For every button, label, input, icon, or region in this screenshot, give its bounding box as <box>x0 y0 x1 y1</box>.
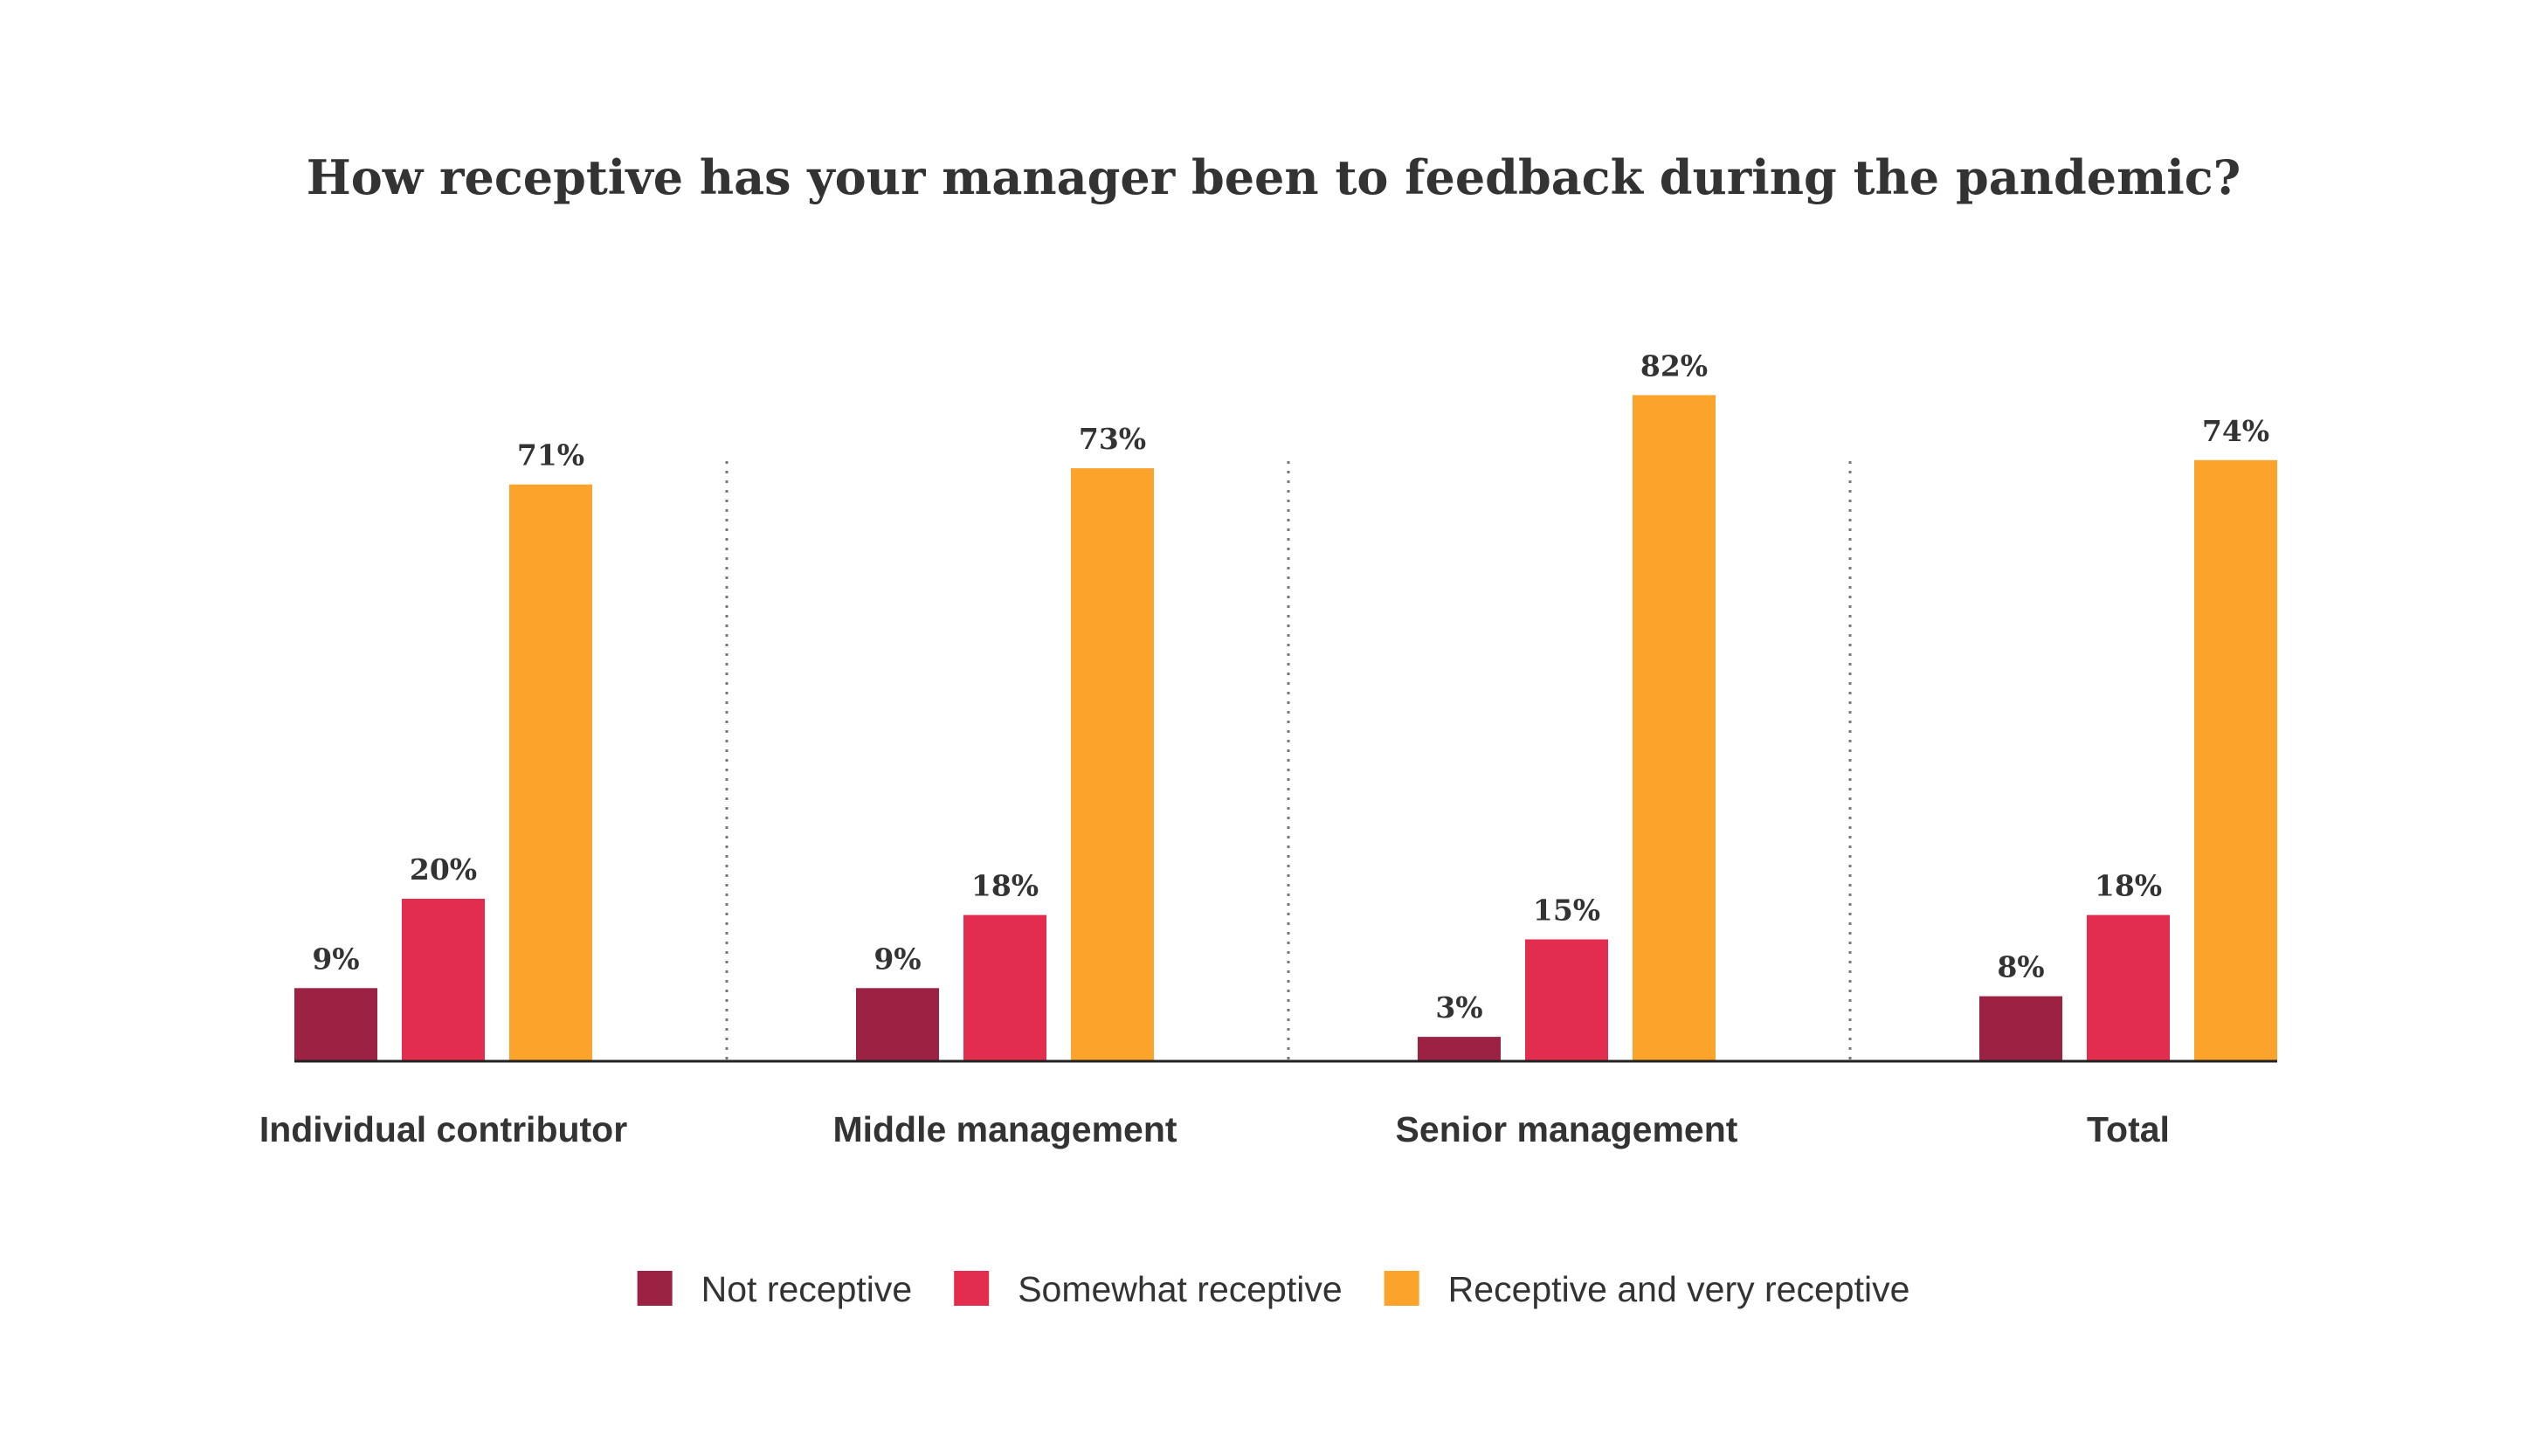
legend-item-receptive-and-very-receptive: Receptive and very receptive <box>1384 1269 1910 1309</box>
legend: Not receptive Somewhat receptive Receptive… <box>637 1269 1910 1309</box>
category-label-senior-management: Senior management <box>1396 1109 1738 1149</box>
legend-label-somewhat-receptive: Somewhat receptive <box>1018 1269 1342 1309</box>
legend-swatch-not-receptive <box>637 1271 673 1306</box>
bar-somewhat-receptive-total <box>2087 914 2170 1061</box>
category-labels: Individual contributor Middle management S… <box>259 1109 2170 1149</box>
legend-swatch-somewhat-receptive <box>954 1271 990 1306</box>
legend-label-receptive-and-very-receptive: Receptive and very receptive <box>1448 1269 1910 1309</box>
value-label-receptive-and-very-receptive-middle-management: 73% <box>1079 422 1146 456</box>
legend-item-not-receptive: Not receptive <box>637 1269 913 1309</box>
value-label-somewhat-receptive-total: 18% <box>2095 869 2162 903</box>
bar-somewhat-receptive-middle-management <box>963 914 1046 1061</box>
bars <box>294 395 2277 1061</box>
legend-item-somewhat-receptive: Somewhat receptive <box>954 1269 1343 1309</box>
bar-not-receptive-middle-management <box>856 988 939 1061</box>
chart-title: How receptive has your manager been to f… <box>307 149 2241 205</box>
value-label-somewhat-receptive-middle-management: 18% <box>971 869 1039 903</box>
bar-receptive-and-very-receptive-senior-management <box>1633 395 1716 1061</box>
value-label-somewhat-receptive-individual-contributor: 20% <box>410 852 477 887</box>
bar-not-receptive-individual-contributor <box>294 988 377 1061</box>
legend-label-not-receptive: Not receptive <box>701 1269 913 1309</box>
value-label-not-receptive-middle-management: 9% <box>874 942 921 976</box>
value-label-receptive-and-very-receptive-total: 74% <box>2202 414 2269 448</box>
bar-receptive-and-very-receptive-individual-contributor <box>509 484 592 1061</box>
category-label-total: Total <box>2087 1109 2170 1149</box>
category-label-middle-management: Middle management <box>832 1109 1177 1149</box>
bar-not-receptive-senior-management <box>1418 1037 1501 1061</box>
value-label-receptive-and-very-receptive-senior-management: 82% <box>1640 348 1708 383</box>
legend-swatch-receptive-and-very-receptive <box>1384 1271 1419 1306</box>
bar-receptive-and-very-receptive-total <box>2194 459 2277 1061</box>
bar-not-receptive-total <box>1979 996 2062 1061</box>
value-label-somewhat-receptive-senior-management: 15% <box>1533 894 1600 928</box>
value-label-not-receptive-individual-contributor: 9% <box>312 942 359 976</box>
value-labels: 9% 20% 71% 9% 18% 73% 3% 15% 82% 8% 18% 74% <box>312 348 2269 1025</box>
bar-somewhat-receptive-individual-contributor <box>402 899 485 1061</box>
bar-somewhat-receptive-senior-management <box>1525 939 1608 1061</box>
bar-receptive-and-very-receptive-middle-management <box>1071 468 1154 1061</box>
value-label-not-receptive-total: 8% <box>1997 950 2044 984</box>
group-separators <box>725 461 1852 1059</box>
value-label-receptive-and-very-receptive-individual-contributor: 71% <box>517 438 584 473</box>
value-label-not-receptive-senior-management: 3% <box>1435 990 1482 1025</box>
category-label-individual-contributor: Individual contributor <box>259 1109 627 1149</box>
